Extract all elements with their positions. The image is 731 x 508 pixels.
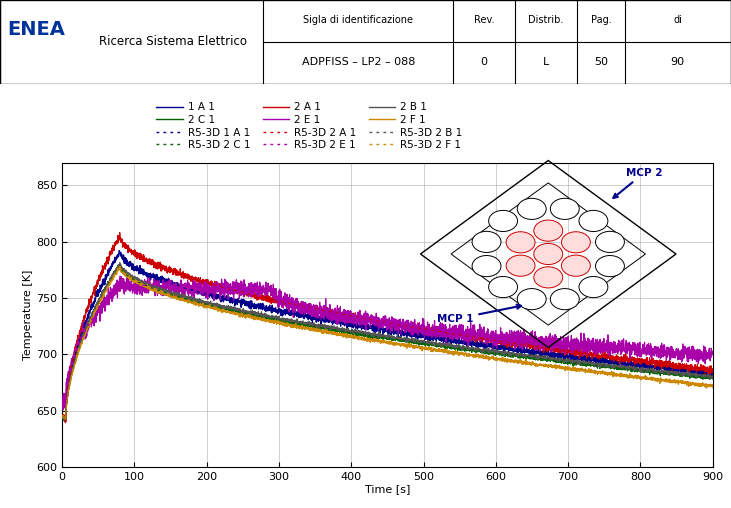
Circle shape bbox=[550, 198, 579, 219]
Text: ENEA: ENEA bbox=[7, 20, 65, 39]
Circle shape bbox=[534, 243, 563, 265]
Circle shape bbox=[472, 256, 501, 277]
Text: ADPFISS – LP2 – 088: ADPFISS – LP2 – 088 bbox=[301, 57, 415, 67]
Circle shape bbox=[561, 232, 591, 253]
Text: 90: 90 bbox=[670, 57, 685, 67]
Circle shape bbox=[579, 276, 608, 298]
Text: L: L bbox=[543, 57, 549, 67]
Text: Ricerca Sistema Elettrico: Ricerca Sistema Elettrico bbox=[99, 36, 246, 48]
Circle shape bbox=[506, 255, 535, 276]
Text: MCP 1: MCP 1 bbox=[437, 305, 521, 324]
Text: Pag.: Pag. bbox=[591, 15, 611, 25]
Legend: 1 A 1, 2 C 1, R5-3D 1 A 1, R5-3D 2 C 1, 2 A 1, 2 E 1, R5-3D 2 A 1, R5-3D 2 E 1, : 1 A 1, 2 C 1, R5-3D 1 A 1, R5-3D 2 C 1, … bbox=[152, 98, 466, 154]
Text: 0: 0 bbox=[480, 57, 488, 67]
Circle shape bbox=[488, 276, 518, 298]
X-axis label: Time [s]: Time [s] bbox=[365, 484, 410, 494]
Circle shape bbox=[534, 267, 563, 288]
Circle shape bbox=[561, 255, 591, 276]
Circle shape bbox=[518, 289, 546, 310]
Text: MCP 2: MCP 2 bbox=[613, 168, 662, 198]
Circle shape bbox=[534, 220, 563, 241]
Circle shape bbox=[596, 256, 624, 277]
Circle shape bbox=[488, 210, 518, 232]
Text: Sigla di identificazione: Sigla di identificazione bbox=[303, 15, 413, 25]
Circle shape bbox=[472, 231, 501, 252]
Text: 50: 50 bbox=[594, 57, 608, 67]
Text: di: di bbox=[673, 15, 682, 25]
Text: Rev.: Rev. bbox=[474, 15, 494, 25]
Y-axis label: Temperature [K]: Temperature [K] bbox=[23, 270, 34, 360]
Circle shape bbox=[579, 210, 608, 232]
Circle shape bbox=[596, 231, 624, 252]
Circle shape bbox=[550, 289, 579, 310]
Circle shape bbox=[518, 198, 546, 219]
Circle shape bbox=[506, 232, 535, 253]
Text: Distrib.: Distrib. bbox=[529, 15, 564, 25]
